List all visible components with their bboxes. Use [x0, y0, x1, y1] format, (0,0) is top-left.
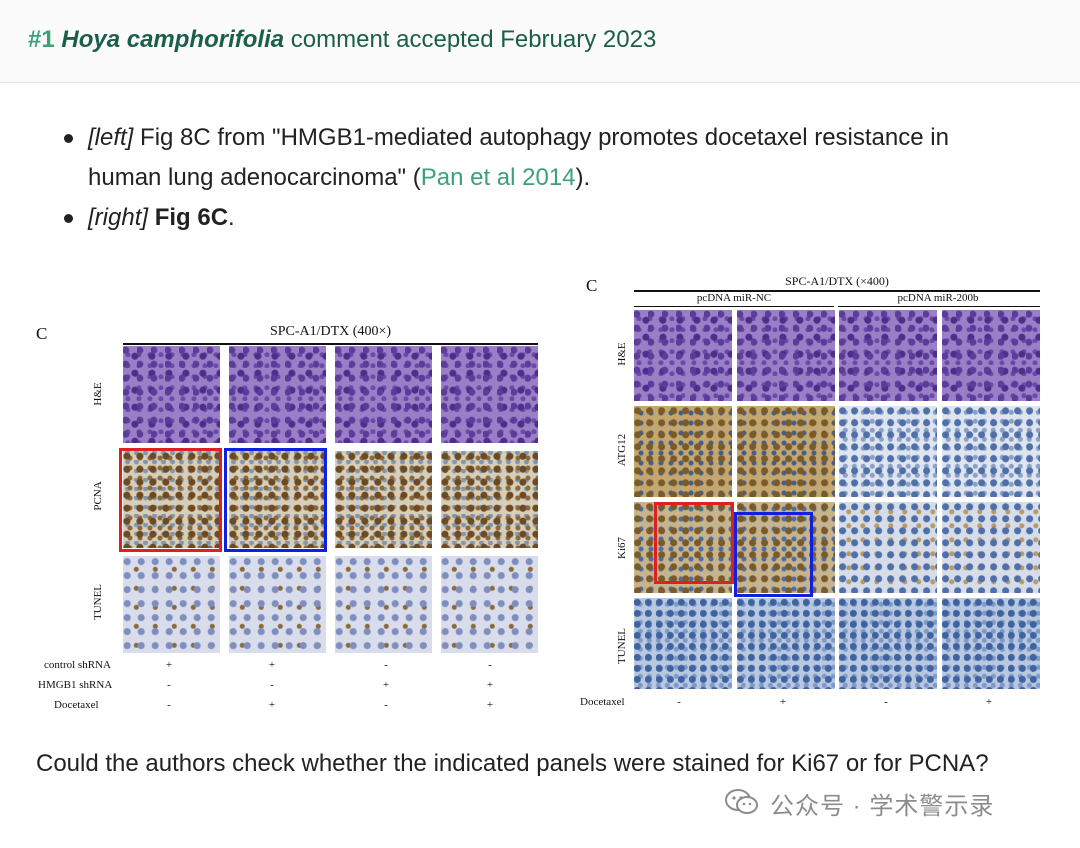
right-tag: [right]	[88, 204, 149, 231]
treatment-mark: +	[268, 659, 276, 671]
comment-header: #1 Hoya camphorifolia comment accepted F…	[0, 0, 1080, 83]
treatment-label: Docetaxel	[54, 699, 99, 711]
image-panel	[942, 598, 1040, 689]
treatment-mark: +	[779, 696, 787, 708]
comment-title: #1 Hoya camphorifolia comment accepted F…	[28, 26, 656, 54]
image-panel	[335, 346, 432, 443]
left-description-end: ).	[575, 164, 591, 191]
left-description: Fig 8C from "HMGB1-mediated autophagy pr…	[88, 124, 949, 191]
treatment-mark: +	[486, 679, 494, 691]
image-panel	[441, 451, 538, 548]
image-panel	[942, 406, 1040, 497]
row-label-he: H&E	[616, 342, 628, 366]
right-description-end: .	[228, 204, 235, 231]
image-panel	[441, 346, 538, 443]
image-panel	[942, 310, 1040, 401]
row-label-pcna: PCNA	[92, 481, 104, 511]
image-panel	[229, 346, 326, 443]
image-panel	[737, 310, 835, 401]
comparison-list: [left] Fig 8C from "HMGB1-mediated autop…	[60, 118, 1020, 238]
image-panel	[123, 556, 220, 653]
image-panel	[229, 451, 326, 548]
image-panel	[942, 502, 1040, 593]
treatment-mark: -	[167, 679, 171, 691]
list-item-left: [left] Fig 8C from "HMGB1-mediated autop…	[60, 118, 1020, 198]
image-panel	[441, 556, 538, 653]
image-panel	[123, 346, 220, 443]
left-tag: [left]	[88, 124, 134, 151]
image-panel	[737, 406, 835, 497]
image-panel	[229, 556, 326, 653]
treatment-mark: -	[384, 659, 388, 671]
image-panel	[839, 502, 937, 593]
image-panel	[634, 502, 732, 593]
group-label: pcDNA miR-NC	[696, 292, 772, 304]
title-rule	[123, 343, 538, 345]
treatment-mark: +	[268, 699, 276, 711]
treatment-label: HMGB1 shRNA	[38, 679, 113, 691]
image-panel	[335, 451, 432, 548]
highlight-red-box	[654, 502, 734, 584]
figure-letter: C	[586, 276, 598, 295]
citation-link[interactable]: Pan et al 2014	[420, 164, 576, 191]
comment-number: #1	[28, 26, 55, 53]
highlight-blue-box	[224, 448, 327, 552]
group-rule	[634, 306, 834, 307]
row-label-atg12: ATG12	[616, 433, 628, 467]
highlight-blue-box	[734, 512, 813, 597]
image-panel	[634, 310, 732, 401]
treatment-mark: +	[486, 699, 494, 711]
highlight-red-box	[119, 448, 222, 552]
comment-status: comment accepted February 2023	[290, 26, 657, 53]
image-panel	[634, 406, 732, 497]
treatment-mark: +	[382, 679, 390, 691]
wechat-icon	[725, 789, 758, 814]
row-label-he: H&E	[92, 382, 104, 406]
title-rule	[634, 290, 1040, 292]
image-panel	[335, 556, 432, 653]
treatment-mark: -	[884, 696, 888, 708]
comment-question: Could the authors check whether the indi…	[36, 750, 989, 777]
treatment-mark: +	[985, 696, 993, 708]
image-panel	[737, 502, 835, 593]
list-item-right: [right] Fig 6C.	[60, 198, 1020, 238]
row-label-tunel: TUNEL	[616, 627, 628, 665]
figure-letter: C	[36, 324, 48, 343]
watermark-text: 公众号 · 学术警示录	[770, 793, 995, 820]
treatment-mark: +	[165, 659, 173, 671]
image-panel	[839, 310, 937, 401]
image-panel	[634, 598, 732, 689]
image-panel	[737, 598, 835, 689]
species-name: Hoya camphorifolia	[61, 26, 285, 53]
figure-title: SPC-A1/DTX (400×)	[269, 324, 392, 339]
left-figure: C SPC-A1/DTX (400×) H&E PCNA TUNEL contr…	[28, 318, 550, 718]
treatment-mark: -	[270, 679, 274, 691]
image-panel	[839, 406, 937, 497]
right-figure-ref: Fig 6C	[154, 204, 229, 231]
figure-title: SPC-A1/DTX (×400)	[785, 274, 889, 288]
treatment-mark: -	[677, 696, 681, 708]
row-label-ki67: Ki67	[616, 537, 628, 559]
treatment-mark: -	[167, 699, 171, 711]
image-panel	[123, 451, 220, 548]
right-figure: C SPC-A1/DTX (×400) pcDNA miR-NC pcDNA m…	[572, 270, 1052, 718]
group-rule	[838, 306, 1040, 307]
treatment-label: Docetaxel	[580, 696, 625, 708]
treatment-mark: -	[488, 659, 492, 671]
treatment-mark: -	[384, 699, 388, 711]
image-panel	[839, 598, 937, 689]
treatment-label: control shRNA	[44, 659, 111, 671]
row-label-tunel: TUNEL	[92, 583, 104, 621]
group-label: pcDNA miR-200b	[897, 292, 979, 304]
